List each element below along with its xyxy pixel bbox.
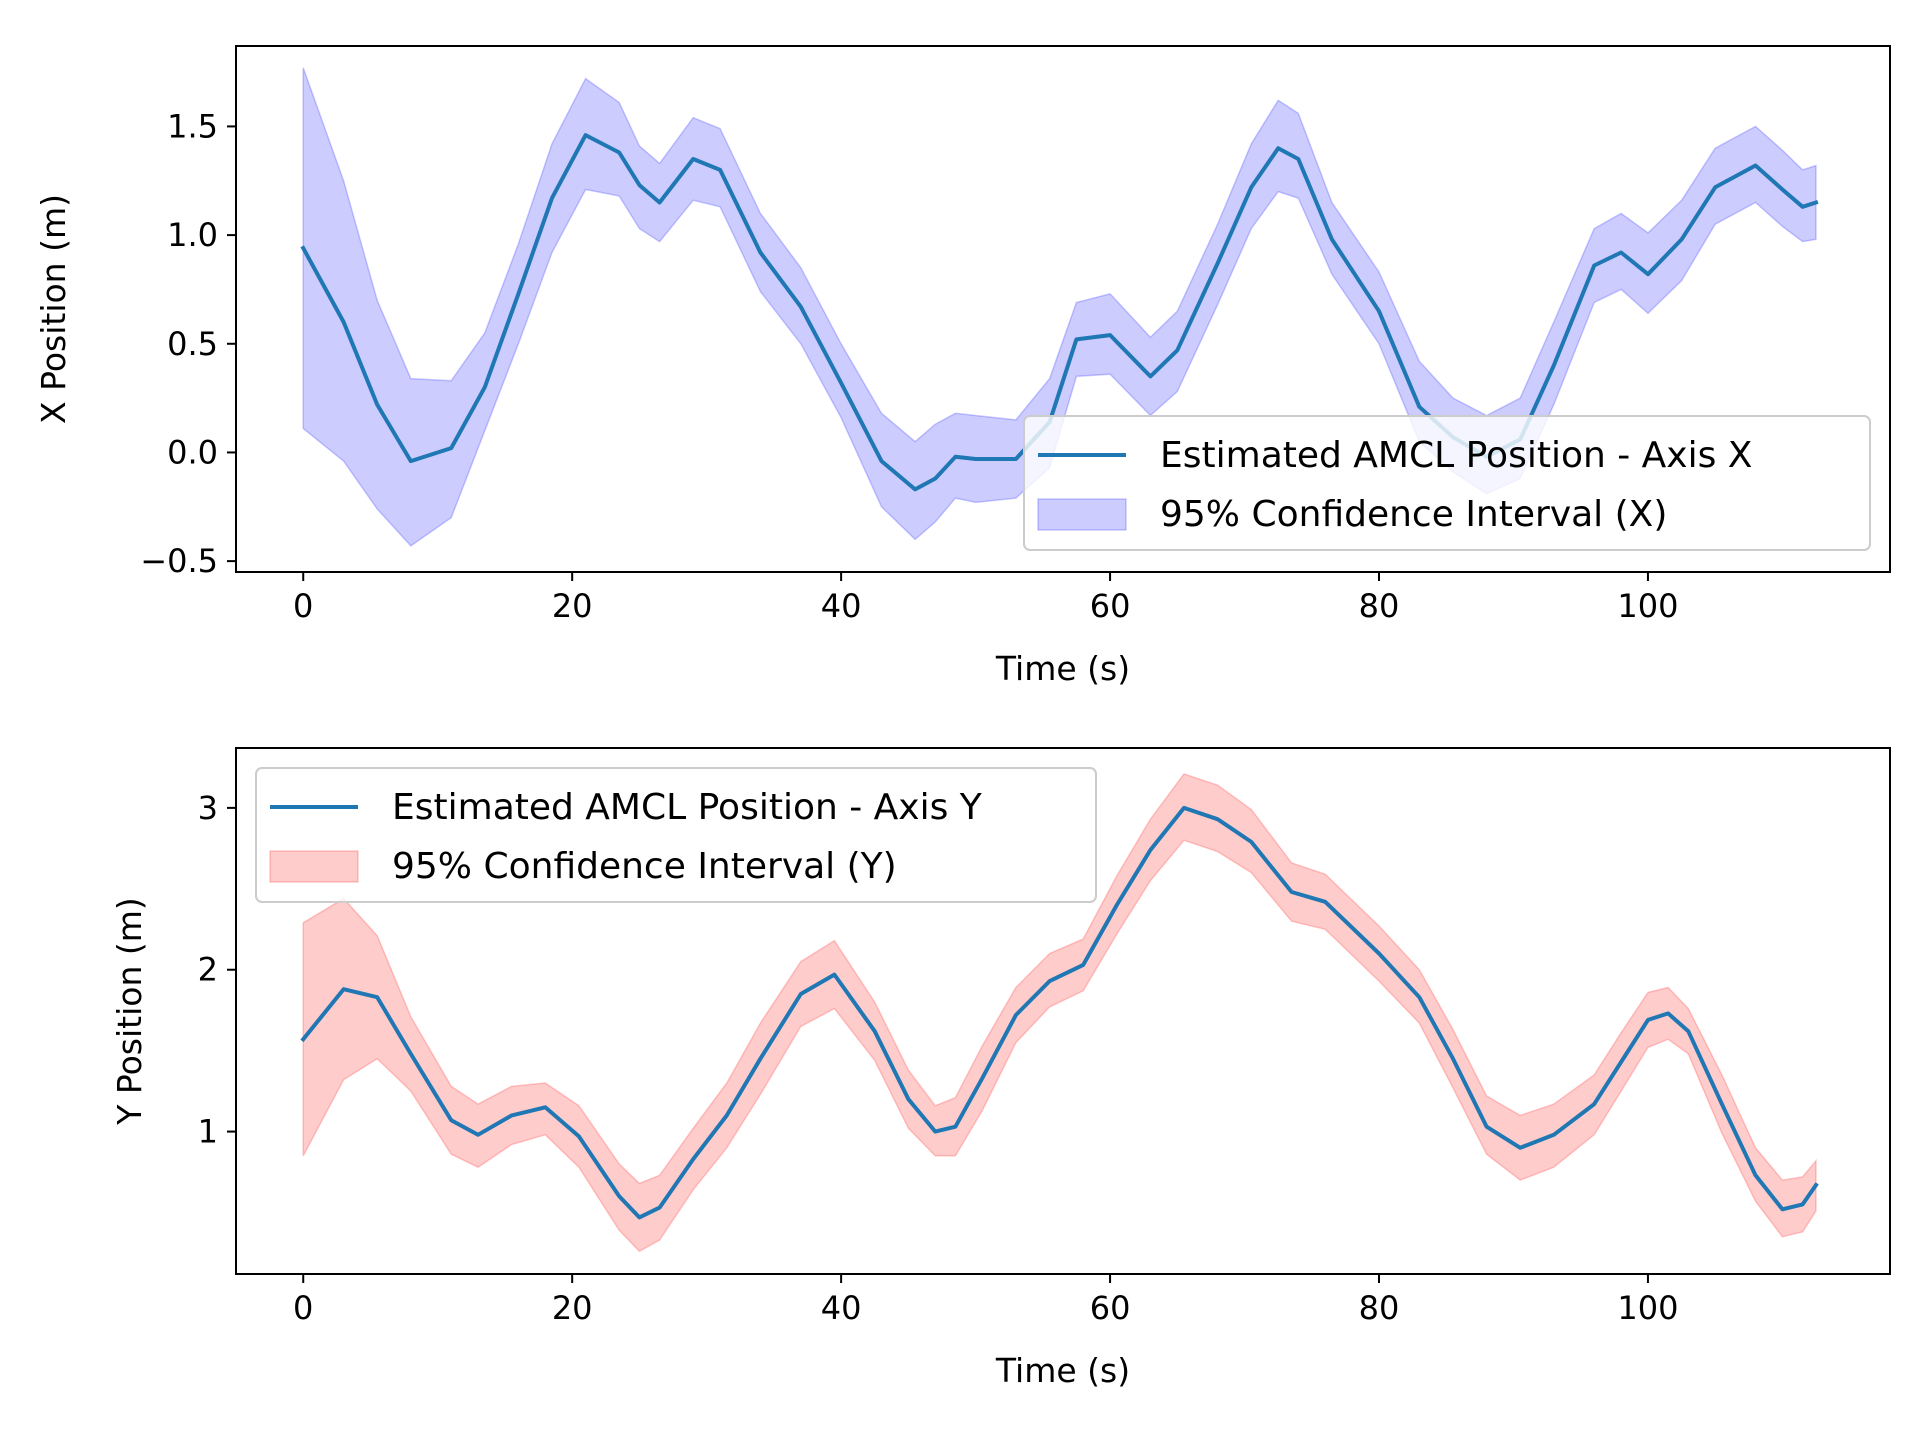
legend-line-label: Estimated AMCL Position - Axis X (1160, 435, 1752, 476)
x-tick-label: 80 (1359, 587, 1400, 625)
legend-line-label: Estimated AMCL Position - Axis Y (392, 787, 983, 828)
x-tick-label: 20 (552, 1289, 593, 1327)
y-tick-label: 1 (198, 1113, 218, 1151)
legend: Estimated AMCL Position - Axis X 95% Conf… (1023, 415, 1871, 551)
y-position-subplot: 0 20 40 60 80 100 1 2 3 Time (s) Y Position (m) Est… (110, 747, 1891, 1390)
legend-box (255, 767, 1097, 903)
y-axis-label: X Position (m) (34, 194, 73, 424)
x-tick-label: 20 (552, 587, 593, 625)
x-tick-label: 0 (293, 1289, 313, 1327)
y-tick-label: 1.5 (167, 107, 218, 145)
y-axis-label: Y Position (m) (110, 897, 149, 1126)
x-tick-label: 100 (1617, 587, 1678, 625)
x-tick-label: 100 (1617, 1289, 1678, 1327)
axes-frame (235, 45, 1891, 573)
legend-band-label: 95% Confidence Interval (X) (1160, 494, 1667, 535)
x-tick-label: 40 (821, 1289, 862, 1327)
y-tick-label: 1.0 (167, 216, 218, 254)
x-position-subplot: 0 20 40 60 80 100 −0.5 0.0 0.5 1.0 1.5 Time (s) X Po… (34, 45, 1891, 688)
legend: Estimated AMCL Position - Axis Y 95% Conf… (255, 767, 1097, 903)
legend-band-label: 95% Confidence Interval (Y) (392, 846, 897, 887)
x-tick-label: 60 (1090, 1289, 1131, 1327)
x-tick-label: 80 (1359, 1289, 1400, 1327)
y-tick-label: 0.5 (167, 325, 218, 363)
x-tick-label: 60 (1090, 587, 1131, 625)
axes-frame (235, 747, 1891, 1275)
y-tick-label: 0.0 (167, 433, 218, 471)
y-tick-label: 2 (198, 951, 218, 989)
x-axis-label: Time (s) (995, 649, 1130, 688)
estimate-line (300, 805, 1819, 1220)
y-tick-label: −0.5 (140, 542, 218, 580)
y-tick-label: 3 (198, 789, 218, 827)
x-tick-label: 40 (821, 587, 862, 625)
x-axis-label: Time (s) (995, 1351, 1130, 1390)
x-tick-label: 0 (293, 587, 313, 625)
legend-band-swatch (269, 850, 359, 883)
legend-box (1023, 415, 1871, 551)
estimate-line (300, 133, 1819, 492)
confidence-band (302, 773, 1817, 1253)
legend-band-swatch (1037, 498, 1127, 531)
